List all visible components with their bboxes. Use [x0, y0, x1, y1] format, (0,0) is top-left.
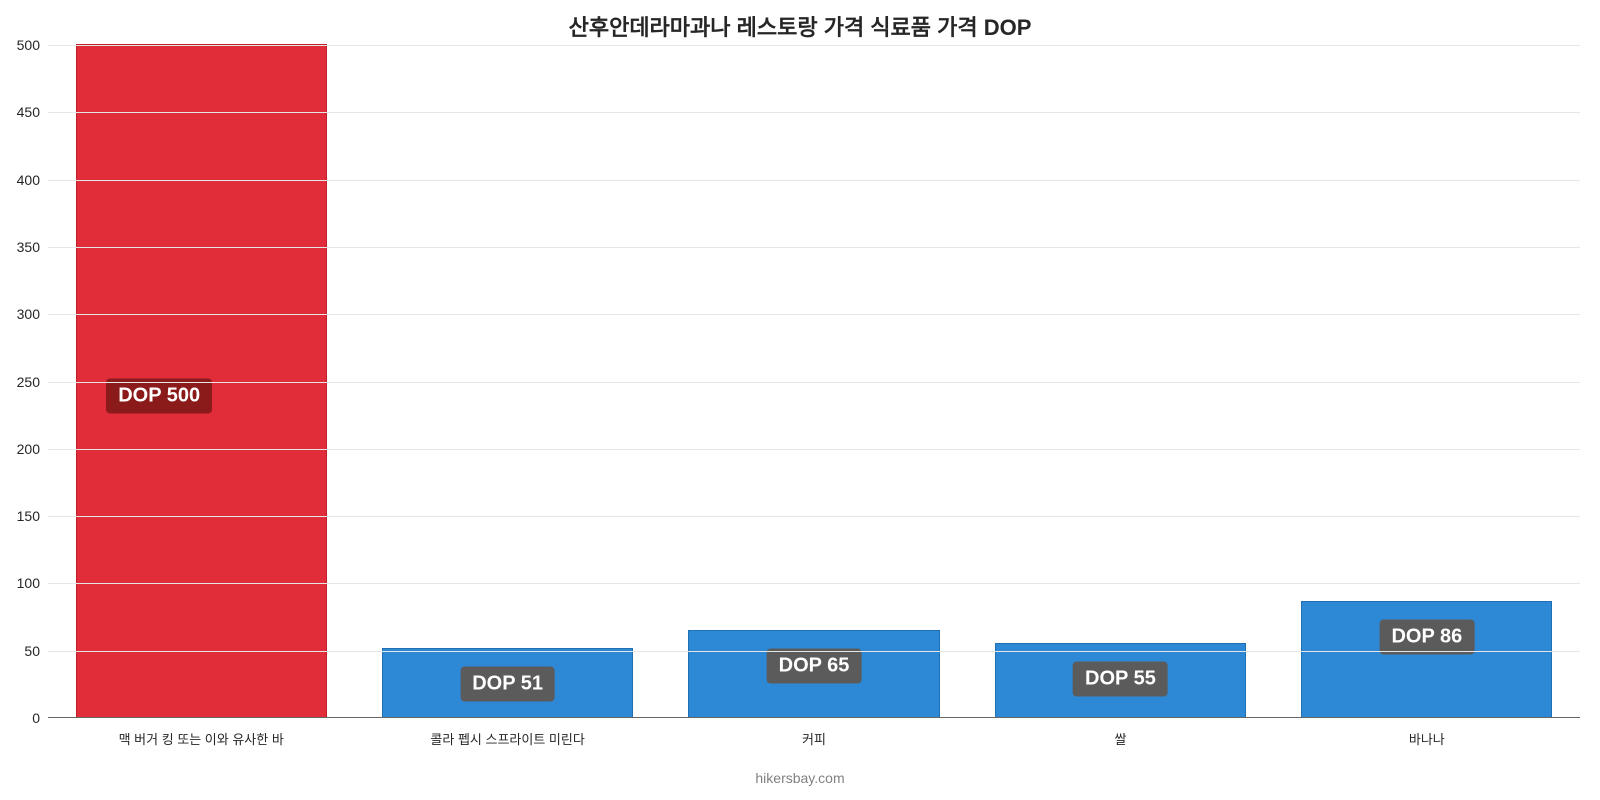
x-axis-label: 커피: [661, 717, 967, 748]
y-tick-label: 350: [17, 239, 48, 255]
grid-line: [48, 449, 1580, 450]
grid-line: [48, 382, 1580, 383]
value-badge: DOP 55: [1073, 661, 1168, 696]
chart-footer: hikersbay.com: [0, 770, 1600, 786]
y-tick-label: 400: [17, 172, 48, 188]
value-badge: DOP 51: [460, 667, 555, 702]
y-tick-label: 300: [17, 306, 48, 322]
y-tick-label: 200: [17, 441, 48, 457]
value-badge: DOP 86: [1379, 620, 1474, 655]
x-axis-label: 바나나: [1274, 717, 1580, 748]
x-axis-label: 쌀: [967, 717, 1273, 748]
y-tick-label: 0: [32, 710, 48, 726]
grid-line: [48, 112, 1580, 113]
y-tick-label: 50: [24, 643, 48, 659]
plot-area: DOP 500맥 버거 킹 또는 이와 유사한 바DOP 51콜라 펩시 스프라…: [48, 45, 1580, 718]
grid-line: [48, 516, 1580, 517]
grid-line: [48, 247, 1580, 248]
y-tick-label: 500: [17, 37, 48, 53]
bar: [1301, 601, 1552, 717]
chart-title: 산후안데라마과나 레스토랑 가격 식료품 가격 DOP: [0, 0, 1600, 42]
y-tick-label: 150: [17, 508, 48, 524]
grid-line: [48, 314, 1580, 315]
value-badge: DOP 500: [106, 379, 212, 414]
grid-line: [48, 180, 1580, 181]
y-tick-label: 100: [17, 575, 48, 591]
x-axis-label: 맥 버거 킹 또는 이와 유사한 바: [48, 717, 354, 748]
grid-line: [48, 45, 1580, 46]
y-tick-label: 250: [17, 374, 48, 390]
grid-line: [48, 583, 1580, 584]
y-tick-label: 450: [17, 104, 48, 120]
x-axis-label: 콜라 펩시 스프라이트 미린다: [354, 717, 660, 748]
price-bar-chart: 산후안데라마과나 레스토랑 가격 식료품 가격 DOP DOP 500맥 버거 …: [0, 0, 1600, 800]
value-badge: DOP 65: [767, 648, 862, 683]
grid-line: [48, 651, 1580, 652]
